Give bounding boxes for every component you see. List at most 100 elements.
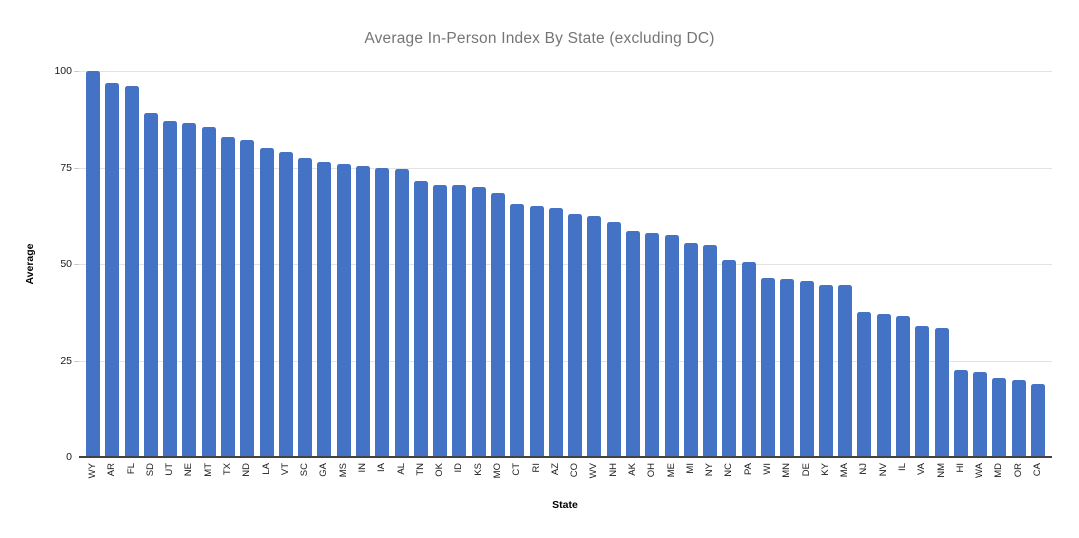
bar-MT [201, 126, 216, 457]
x-tick-label-SC: SC [299, 463, 311, 477]
x-tick-label-NM: NM [935, 463, 947, 478]
bar-MO [491, 192, 505, 457]
bar-CA [1031, 383, 1045, 457]
bar-TN [413, 181, 428, 457]
bar-AR [105, 82, 120, 457]
bar-MA [838, 285, 853, 457]
bar-NJ [857, 312, 872, 457]
bar-GA [317, 161, 332, 457]
x-tick-label-VT: VT [279, 463, 291, 476]
x-tick-label-MS: MS [337, 463, 349, 478]
bar-NV [876, 314, 891, 457]
x-tick-label-MT: MT [202, 463, 214, 477]
bar-AL [394, 169, 409, 457]
x-tick-label-TX: TX [222, 463, 233, 476]
x-tick-label-DE: DE [800, 463, 812, 477]
bar-MS [336, 163, 351, 457]
bar-KS [471, 186, 486, 457]
gridline-25 [79, 360, 1052, 362]
x-tick-label-VA: VA [916, 463, 928, 475]
x-tick-label-WV: WV [588, 463, 600, 479]
x-tick-label-MA: MA [839, 463, 851, 478]
y-tick-label: 75 [60, 161, 72, 174]
bar-IL [896, 316, 910, 457]
x-tick-label-CO: CO [569, 463, 581, 478]
x-tick-label-MN: MN [781, 463, 793, 478]
x-axis-line [79, 456, 1052, 458]
x-tick-label-WI: WI [762, 463, 773, 475]
x-tick-label-TN: TN [414, 463, 426, 476]
bar-VT [278, 152, 293, 457]
bar-OK [433, 184, 448, 457]
x-tick-label-NH: NH [607, 463, 619, 477]
bar-IN [356, 165, 370, 457]
bar-KY [818, 285, 833, 457]
y-tick-label: 100 [54, 65, 72, 77]
bar-OR [1011, 379, 1026, 457]
bar-MD [992, 377, 1007, 457]
bar-FL [124, 86, 139, 457]
x-tick-label-NJ: NJ [858, 463, 870, 475]
bar-SC [298, 157, 313, 457]
x-tick-label-NC: NC [723, 463, 735, 477]
x-tick-label-OK: OK [434, 463, 446, 477]
x-tick-label-OH: OH [646, 463, 658, 478]
bar-SD [143, 113, 158, 457]
x-tick-label-MI: MI [684, 463, 696, 474]
x-tick-label-KS: KS [472, 463, 484, 476]
x-tick-label-NV: NV [877, 463, 889, 477]
y-tick-label: 50 [60, 258, 72, 270]
bar-WI [761, 277, 775, 457]
x-tick-label-HI: HI [954, 463, 966, 473]
bar-NC [722, 260, 737, 457]
bar-ND [240, 140, 255, 457]
x-tick-label-AR: AR [106, 463, 118, 477]
bar-PA [741, 262, 756, 457]
bar-CO [568, 213, 583, 457]
y-tick-mark [74, 71, 79, 72]
bar-HI [953, 370, 968, 457]
x-tick-label-PA: PA [742, 463, 754, 475]
bar-WV [587, 215, 602, 457]
y-tick-mark [74, 264, 79, 265]
bar-MI [683, 242, 698, 457]
x-tick-label-MD: MD [993, 463, 1005, 478]
bar-WA [973, 372, 988, 457]
bar-WY [86, 71, 100, 457]
x-tick-label-UT: UT [164, 463, 176, 476]
bar-CT [510, 204, 525, 457]
y-axis-title: Average [24, 243, 36, 285]
gridline-50 [79, 264, 1052, 265]
y-tick-mark [74, 360, 79, 362]
x-tick-label-CA: CA [1032, 463, 1043, 477]
y-tick-mark [74, 167, 79, 169]
bar-NM [934, 327, 949, 457]
bar-TX [221, 136, 235, 457]
x-axis-title: State [552, 499, 578, 511]
bar-LA [259, 148, 274, 457]
x-tick-label-SD: SD [144, 463, 156, 477]
x-tick-label-WA: WA [974, 463, 986, 478]
x-tick-label-IN: IN [357, 463, 368, 473]
x-tick-label-AK: AK [627, 463, 638, 476]
bar-RI [529, 206, 544, 457]
x-tick-label-NE: NE [183, 463, 195, 477]
bar-ID [452, 184, 467, 457]
x-tick-label-NY: NY [704, 463, 716, 477]
bar-NE [182, 123, 197, 457]
x-tick-label-MO: MO [492, 463, 503, 479]
y-tick-label: 0 [66, 451, 72, 463]
bar-MN [780, 279, 795, 457]
y-tick-label: 25 [60, 354, 72, 367]
x-tick-label-FL: FL [125, 463, 137, 475]
bar-DE [799, 281, 814, 457]
x-tick-label-GA: GA [318, 463, 330, 477]
x-tick-label-ID: ID [453, 463, 465, 473]
x-tick-label-OR: OR [1012, 463, 1024, 478]
bar-AZ [548, 208, 563, 457]
bar-NY [703, 244, 718, 457]
x-tick-label-IL: IL [897, 463, 908, 471]
x-tick-label-CT: CT [511, 463, 523, 476]
x-tick-label-AZ: AZ [549, 463, 561, 476]
